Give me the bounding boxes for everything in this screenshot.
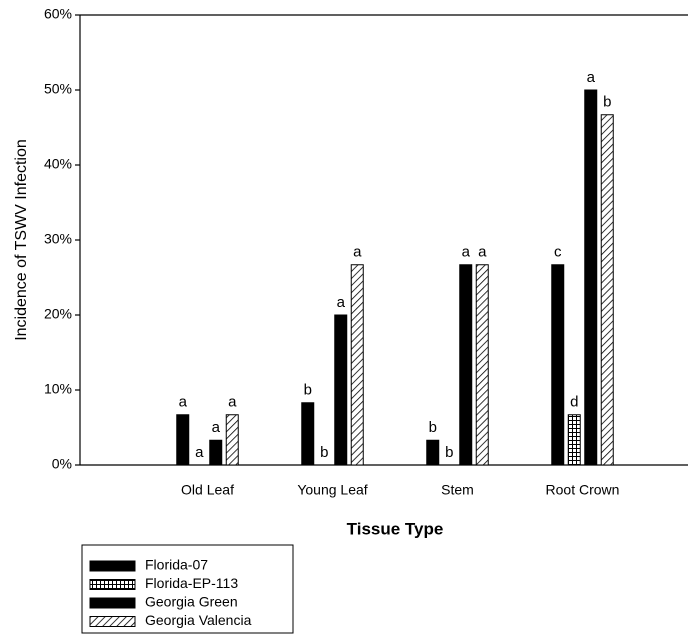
bar: [176, 414, 190, 466]
bar: [459, 264, 473, 466]
y-axis-title: Incidence of TSWV Infection: [13, 139, 30, 341]
bar-letter: d: [570, 394, 578, 411]
bar-letter: b: [603, 94, 611, 111]
bar-letter: a: [195, 444, 204, 461]
bar: [301, 402, 315, 466]
bar-letter: b: [429, 419, 437, 436]
bar-letter: a: [228, 394, 237, 411]
x-tick-label: Root Crown: [546, 482, 620, 498]
bar: [334, 314, 348, 466]
y-tick-label: 10%: [44, 381, 72, 397]
x-tick-label: Stem: [441, 482, 474, 498]
bar: [567, 414, 581, 466]
legend-label: Florida-EP-113: [145, 575, 238, 591]
y-tick-label: 60%: [44, 6, 72, 22]
x-tick-label: Old Leaf: [181, 482, 234, 498]
bar: [475, 264, 489, 466]
bar: [551, 264, 565, 466]
bar-letter: a: [462, 244, 471, 261]
bar: [225, 414, 239, 466]
legend-label: Georgia Green: [145, 594, 238, 610]
bar: [426, 439, 440, 466]
legend-box: [81, 544, 294, 634]
bar-letter: a: [478, 244, 487, 261]
bar-letter: a: [212, 419, 221, 436]
bar: [584, 89, 598, 466]
y-tick-label: 30%: [44, 231, 72, 247]
legend-swatch: [89, 616, 136, 627]
bar: [600, 114, 614, 466]
legend-label: Florida-07: [145, 557, 208, 573]
bar-letter: b: [304, 382, 312, 399]
bar-letter: a: [587, 69, 596, 86]
legend-swatch: [89, 560, 136, 572]
legend-swatch: [89, 597, 136, 609]
y-tick-label: 40%: [44, 156, 72, 172]
bar: [350, 264, 364, 466]
bar: [209, 439, 223, 466]
y-tick-label: 50%: [44, 81, 72, 97]
x-axis-title: Tissue Type: [347, 519, 444, 538]
legend-swatch: [89, 579, 136, 590]
y-tick-label: 20%: [44, 306, 72, 322]
bar-letter: a: [353, 244, 362, 261]
bar-letter: a: [337, 294, 346, 311]
bar-letter: c: [554, 244, 562, 261]
x-tick-label: Young Leaf: [297, 482, 367, 498]
bar-letter: b: [445, 444, 453, 461]
legend-label: Georgia Valencia: [145, 612, 252, 628]
y-tick-label: 0%: [52, 456, 72, 472]
bar-letter: a: [179, 394, 188, 411]
bar-letter: b: [320, 444, 328, 461]
